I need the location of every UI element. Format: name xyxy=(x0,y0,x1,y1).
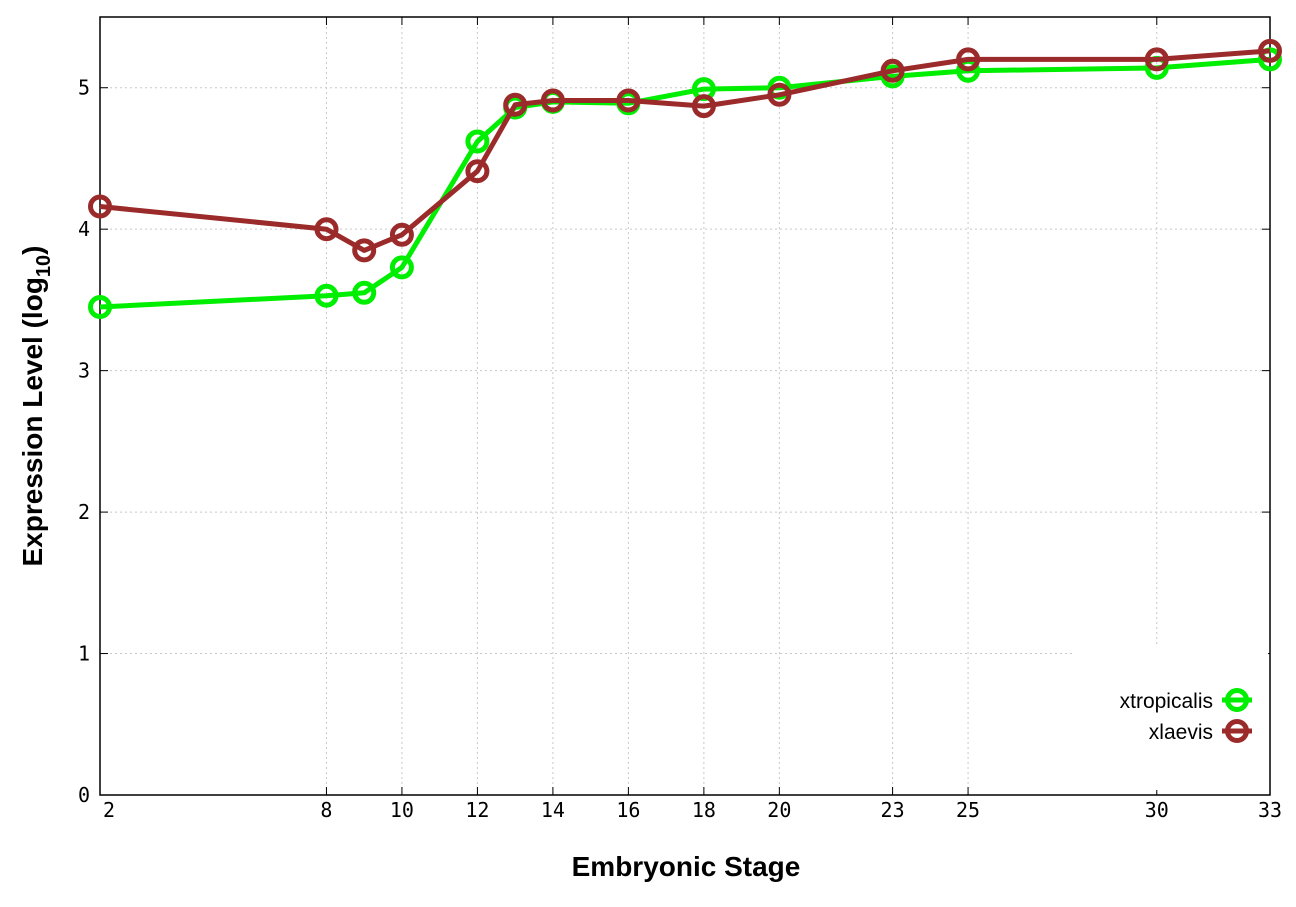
legend: xtropicalis xlaevis xyxy=(1072,645,1268,790)
x-tick-label: 25 xyxy=(956,798,980,822)
y-tick-label: 1 xyxy=(78,642,90,666)
y-tick-label: 4 xyxy=(78,217,90,241)
data-point-xlaevis xyxy=(956,47,981,72)
x-tick-label: 16 xyxy=(616,798,640,822)
data-point-xtropicalis xyxy=(88,295,112,319)
legend-label-xlaevis: xlaevis xyxy=(1149,721,1213,744)
y-axis-title-subscript: 10 xyxy=(33,255,55,277)
legend-background xyxy=(1072,645,1268,790)
data-point-xtropicalis xyxy=(1258,47,1282,72)
data-point-xtropicalis xyxy=(314,283,339,308)
y-tick-label: 2 xyxy=(78,500,90,524)
data-point-xlaevis xyxy=(616,88,641,113)
series-line-xtropicalis xyxy=(99,56,1271,310)
y-axis-title-close: ) xyxy=(17,246,48,255)
data-point-xtropicalis xyxy=(465,129,490,154)
y-tick-labels: 0 1 2 3 4 5 xyxy=(78,76,90,807)
x-tick-label: 8 xyxy=(320,798,332,822)
legend-marker-xtropicalis xyxy=(1225,688,1249,712)
data-point-xlaevis xyxy=(880,58,905,83)
x-tick-label: 10 xyxy=(390,798,414,822)
legend-label-xtropicalis: xtropicalis xyxy=(1120,690,1213,713)
y-axis-title-main: Expression Level (log xyxy=(17,277,48,566)
y-axis-title: Expression Level (log10) xyxy=(17,246,55,567)
x-tick-label: 14 xyxy=(541,798,565,822)
data-point-xlaevis xyxy=(314,217,339,242)
x-tick-label: 18 xyxy=(692,798,716,822)
y-tick-label: 5 xyxy=(78,76,90,100)
plot-frame xyxy=(99,16,1271,796)
data-point-xlaevis xyxy=(465,159,490,184)
legend-marker-xlaevis xyxy=(1225,719,1249,743)
data-point-xlaevis xyxy=(540,88,565,113)
x-tick-label: 30 xyxy=(1145,798,1169,822)
x-tick-labels: 2 8 10 12 14 16 18 20 23 25 30 33 xyxy=(103,798,1282,822)
data-point-xlaevis xyxy=(88,194,112,219)
data-point-xlaevis xyxy=(389,222,414,247)
data-point-xlaevis xyxy=(503,92,528,117)
series-layer xyxy=(88,38,1282,319)
data-point-xlaevis xyxy=(767,82,792,107)
series-xlaevis xyxy=(88,38,1282,263)
series-xtropicalis xyxy=(88,47,1282,319)
data-point-xlaevis xyxy=(691,94,716,119)
series-line-xlaevis xyxy=(99,48,1271,253)
data-point-xtropicalis xyxy=(389,255,414,280)
data-point-xlaevis xyxy=(352,238,377,263)
data-point-xlaevis xyxy=(1144,47,1169,72)
data-point-xtropicalis xyxy=(352,280,377,305)
y-tick-label: 0 xyxy=(78,783,90,807)
x-tick-label: 33 xyxy=(1258,798,1282,822)
x-tick-label: 2 xyxy=(103,798,115,822)
x-tick-label: 23 xyxy=(881,798,905,822)
y-tick-label: 3 xyxy=(78,359,90,383)
x-tick-label: 12 xyxy=(465,798,489,822)
data-point-xlaevis xyxy=(1258,38,1282,63)
x-tick-label: 20 xyxy=(767,798,791,822)
x-axis-title: Embryonic Stage xyxy=(572,851,801,882)
